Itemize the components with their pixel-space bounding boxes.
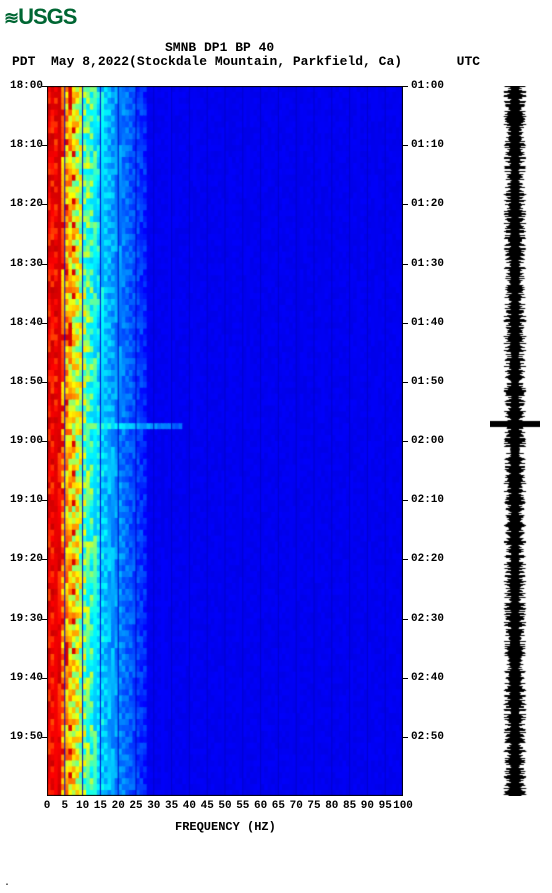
y-left-tick-label: 18:50 bbox=[3, 376, 43, 388]
x-tick-label: 90 bbox=[361, 800, 374, 812]
y-right-tick-label: 02:10 bbox=[411, 494, 444, 506]
y-left-tick-label: 18:00 bbox=[3, 80, 43, 92]
y-right-tick bbox=[403, 737, 408, 738]
x-axis-label: FREQUENCY (HZ) bbox=[175, 820, 276, 834]
y-right-tick-label: 01:10 bbox=[411, 139, 444, 151]
y-left-tick bbox=[42, 145, 47, 146]
x-tick-label: 55 bbox=[236, 800, 249, 812]
y-left-tick-label: 18:10 bbox=[3, 139, 43, 151]
x-tick-label: 15 bbox=[94, 800, 107, 812]
y-right-tick-label: 02:20 bbox=[411, 553, 444, 565]
y-right-tick-label: 01:20 bbox=[411, 198, 444, 210]
y-right-tick bbox=[403, 678, 408, 679]
y-left-tick-label: 19:20 bbox=[3, 553, 43, 565]
x-tick-label: 85 bbox=[343, 800, 356, 812]
y-right-tick-label: 02:50 bbox=[411, 731, 444, 743]
waveform-canvas bbox=[490, 86, 540, 796]
spectrogram-panel bbox=[47, 86, 403, 796]
x-tick-label: 45 bbox=[201, 800, 214, 812]
y-left-tick bbox=[42, 264, 47, 265]
x-tick-label: 30 bbox=[147, 800, 160, 812]
y-left-tick bbox=[42, 323, 47, 324]
y-left-tick bbox=[42, 382, 47, 383]
x-tick-label: 35 bbox=[165, 800, 178, 812]
y-right-tick bbox=[403, 559, 408, 560]
x-tick-label: 70 bbox=[290, 800, 303, 812]
y-right-tick bbox=[403, 500, 408, 501]
x-tick-label: 75 bbox=[307, 800, 320, 812]
y-left-tick bbox=[42, 559, 47, 560]
y-left-tick-label: 19:40 bbox=[3, 672, 43, 684]
y-right-tick-label: 02:00 bbox=[411, 435, 444, 447]
chart-subtitle: PDT May 8,2022(Stockdale Mountain, Parkf… bbox=[12, 54, 480, 69]
y-left-tick-label: 18:30 bbox=[3, 258, 43, 270]
y-left-tick-label: 19:50 bbox=[3, 731, 43, 743]
usgs-logo: ≋USGS bbox=[4, 4, 76, 30]
x-tick-label: 65 bbox=[272, 800, 285, 812]
y-left-tick-label: 19:00 bbox=[3, 435, 43, 447]
y-left-tick-label: 18:20 bbox=[3, 198, 43, 210]
y-left-tick bbox=[42, 737, 47, 738]
x-tick-label: 40 bbox=[183, 800, 196, 812]
logo-wave-icon: ≋ bbox=[4, 8, 18, 29]
y-left-tick bbox=[42, 204, 47, 205]
x-tick-label: 25 bbox=[129, 800, 142, 812]
x-tick-label: 80 bbox=[325, 800, 338, 812]
x-tick-label: 5 bbox=[62, 800, 69, 812]
y-right-tick-label: 01:50 bbox=[411, 376, 444, 388]
x-tick-label: 60 bbox=[254, 800, 267, 812]
y-right-tick-label: 02:30 bbox=[411, 613, 444, 625]
y-right-tick bbox=[403, 204, 408, 205]
x-tick-label: 20 bbox=[112, 800, 125, 812]
y-right-tick-label: 01:00 bbox=[411, 80, 444, 92]
logo-text: USGS bbox=[18, 4, 76, 29]
x-tick-label: 50 bbox=[218, 800, 231, 812]
y-left-tick-label: 19:30 bbox=[3, 613, 43, 625]
y-right-tick-label: 01:40 bbox=[411, 317, 444, 329]
y-right-tick-label: 02:40 bbox=[411, 672, 444, 684]
chart-title: SMNB DP1 BP 40 bbox=[165, 40, 274, 55]
y-left-tick-label: 18:40 bbox=[3, 317, 43, 329]
footer-text: . bbox=[4, 878, 10, 889]
x-tick-label: 95 bbox=[379, 800, 392, 812]
y-left-tick-label: 19:10 bbox=[3, 494, 43, 506]
y-left-tick bbox=[42, 678, 47, 679]
x-tick-label: 0 bbox=[44, 800, 51, 812]
x-tick-label: 10 bbox=[76, 800, 89, 812]
y-right-tick bbox=[403, 441, 408, 442]
y-right-tick bbox=[403, 86, 408, 87]
x-tick-label: 100 bbox=[393, 800, 413, 812]
spectrogram-canvas bbox=[47, 86, 403, 796]
y-right-tick-label: 01:30 bbox=[411, 258, 444, 270]
y-left-tick bbox=[42, 86, 47, 87]
y-right-tick bbox=[403, 382, 408, 383]
y-right-tick bbox=[403, 619, 408, 620]
y-left-tick bbox=[42, 441, 47, 442]
y-left-tick bbox=[42, 500, 47, 501]
y-right-tick bbox=[403, 323, 408, 324]
y-left-tick bbox=[42, 619, 47, 620]
y-right-tick bbox=[403, 264, 408, 265]
y-right-tick bbox=[403, 145, 408, 146]
waveform-panel bbox=[490, 86, 540, 796]
